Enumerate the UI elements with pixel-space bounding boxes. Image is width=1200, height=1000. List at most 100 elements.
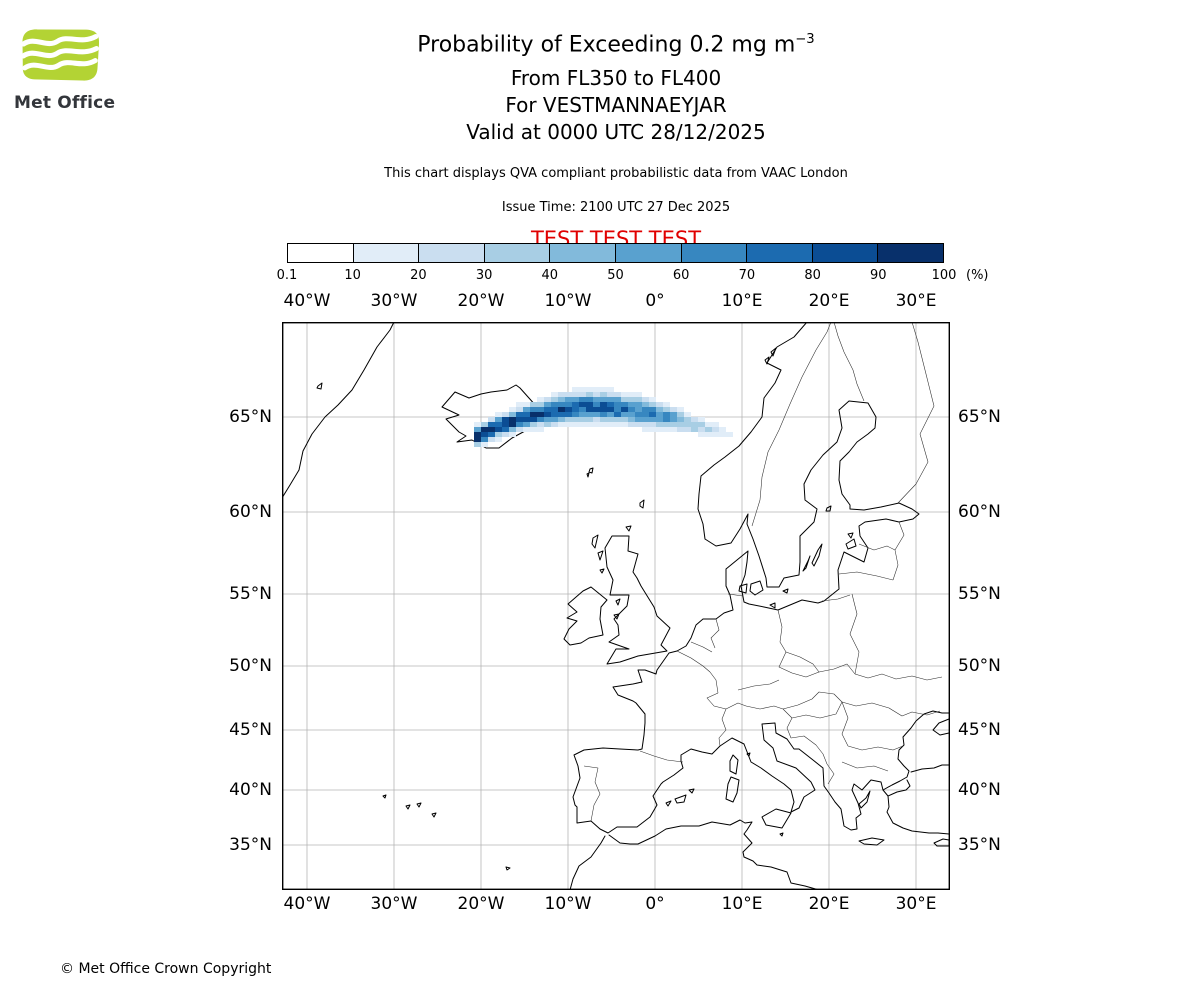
plume-cell <box>509 412 516 417</box>
plume-cell <box>474 432 481 437</box>
valid-time: Valid at 0000 UTC 28/12/2025 <box>466 120 766 145</box>
plume-cell <box>516 417 523 422</box>
plume-cell <box>712 432 719 437</box>
country-borders-group <box>583 322 943 822</box>
plume-cell <box>677 407 684 412</box>
plume-cell <box>635 397 642 402</box>
plume-cell <box>628 417 635 422</box>
country-border <box>727 593 744 597</box>
met-office-logo: Met Office <box>14 26 134 113</box>
plume-cell <box>663 422 670 427</box>
country-border <box>737 679 780 691</box>
coastline <box>729 754 739 775</box>
plume-cell <box>516 412 523 417</box>
plume-cell <box>607 407 614 412</box>
coastline <box>746 752 751 757</box>
coastline <box>431 812 437 818</box>
lon-label-top-3: 10°W <box>544 291 592 311</box>
plume-cell <box>565 422 572 427</box>
map-canvas <box>282 322 950 890</box>
plume-cell <box>495 417 502 422</box>
legend-tick-30: 30 <box>475 268 493 283</box>
plume-cell <box>698 432 705 437</box>
plume-cell <box>530 402 537 407</box>
country-border <box>676 650 711 673</box>
coastlines-group <box>282 322 950 890</box>
plume-cell <box>565 402 572 407</box>
country-border <box>841 701 849 747</box>
plume-cell <box>628 412 635 417</box>
plume-cell <box>481 422 488 427</box>
plume-cell <box>628 402 635 407</box>
legend-tick-10: 10 <box>344 268 361 283</box>
country-border <box>854 673 943 681</box>
plume-cell <box>670 417 677 422</box>
plume-cell <box>642 422 649 427</box>
coastline <box>764 356 770 365</box>
plume-cell <box>649 422 656 427</box>
coastline <box>811 543 823 567</box>
plume-cell <box>516 422 523 427</box>
plume-cell <box>607 417 614 422</box>
coastline <box>588 467 594 474</box>
plume-cell <box>551 417 558 422</box>
plume-cell <box>586 397 593 402</box>
legend-segment-4 <box>550 244 616 262</box>
plume-cell <box>474 437 481 442</box>
lat-label-right-6: 35°N <box>958 835 1001 855</box>
plume-cell <box>558 417 565 422</box>
plume-cell <box>656 422 663 427</box>
plume-cell <box>502 432 509 437</box>
plume-cell <box>516 427 523 432</box>
country-border <box>849 593 860 675</box>
coastline <box>608 819 820 890</box>
legend-tick-100: 100 <box>931 268 957 283</box>
map-frame <box>282 322 950 890</box>
plume-cell <box>649 397 656 402</box>
plume-cell <box>614 392 621 397</box>
flight-level-range: From FL350 to FL400 <box>510 66 722 91</box>
plume-cell <box>684 422 691 427</box>
plume-cell <box>572 397 579 402</box>
coastline <box>738 583 748 594</box>
plume-cell <box>579 407 586 412</box>
plume-cell <box>656 407 663 412</box>
met-office-logo-text: Met Office <box>14 93 116 113</box>
lon-label-top-6: 20°E <box>808 291 850 311</box>
plume-cell <box>656 417 663 422</box>
plume-cell <box>488 437 495 442</box>
coastline <box>674 794 687 804</box>
country-border <box>897 322 935 504</box>
legend-tick-80: 80 <box>804 268 821 283</box>
plume-cell <box>474 427 481 432</box>
plume-cell <box>544 407 551 412</box>
plume-cell <box>481 442 488 447</box>
plume-cell <box>607 412 614 417</box>
coastline <box>316 382 323 390</box>
lat-label-right-0: 65°N <box>958 407 1001 427</box>
plume-cell <box>474 422 481 427</box>
plume-cell <box>649 407 656 412</box>
legend-segment-0 <box>288 244 354 262</box>
lon-label-bottom-5: 10°E <box>721 894 763 914</box>
country-border <box>718 708 727 747</box>
coastline <box>282 322 395 499</box>
plume-cell <box>579 402 586 407</box>
plume-cell <box>607 387 614 392</box>
plume-cell <box>474 442 481 447</box>
coastline <box>591 534 599 549</box>
plume-cell <box>621 412 628 417</box>
plume-cell <box>495 437 502 442</box>
issue-time: Issue Time: 2100 UTC 27 Dec 2025 <box>501 200 731 216</box>
plume-cell <box>537 427 544 432</box>
legend-segment-7 <box>747 244 813 262</box>
lat-label-right-3: 50°N <box>958 656 1001 676</box>
plume-cell <box>628 407 635 412</box>
plume-cell <box>600 412 607 417</box>
plume-cell <box>614 402 621 407</box>
coastline <box>825 505 832 512</box>
plume-cell <box>628 422 635 427</box>
lon-label-bottom-0: 40°W <box>283 894 331 914</box>
plume-cell <box>642 417 649 422</box>
legend-tick-90: 90 <box>870 268 887 283</box>
